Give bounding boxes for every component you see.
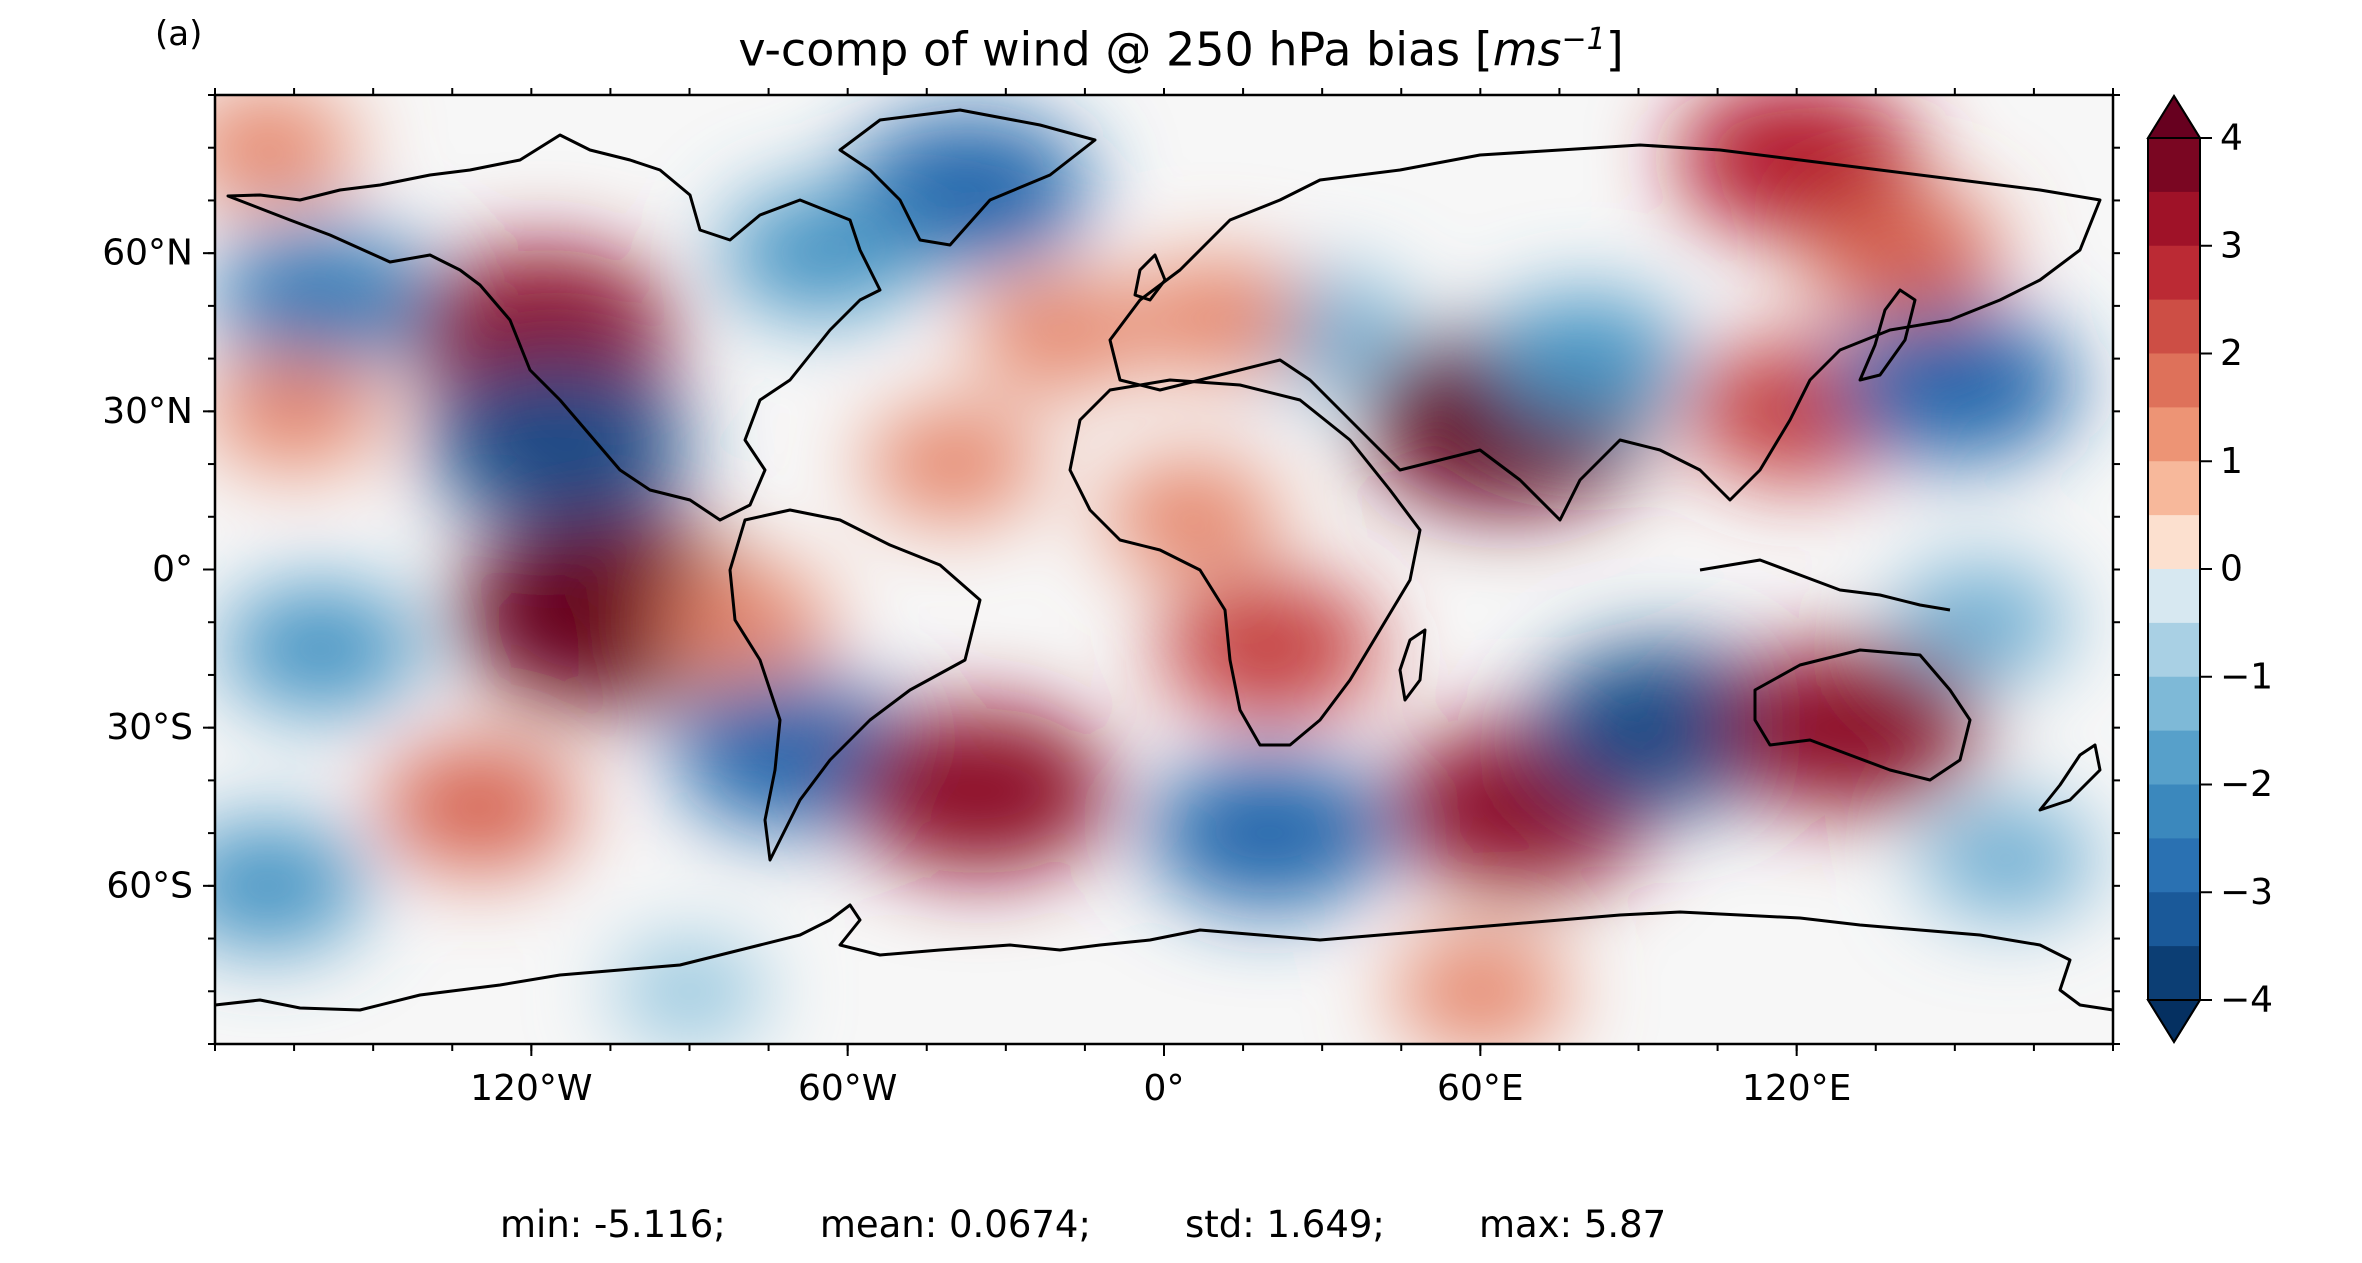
colorbar-tick-label: 2 [2220,333,2243,374]
colorbar-bin [2148,730,2200,785]
bias-anomaly-18 [1717,644,1982,812]
title-unit-base: ms [1492,22,1562,77]
map-area [203,88,2120,1056]
colorbar-tick-label: −2 [2220,764,2273,805]
bias-anomaly-4 [215,353,383,469]
bias-anomaly-11 [970,274,1147,390]
panel-label: (a) [155,14,203,54]
bias-anomaly-20 [1833,307,2076,462]
colorbar-extend-min [2146,999,2202,1044]
bias-anomaly-8 [847,707,1112,875]
colorbar-bin [2148,569,2200,624]
colorbar-tick-label: −3 [2220,872,2273,913]
colorbar-bin [2148,138,2200,193]
coastline-maritime-continent [1699,558,1951,612]
bias-anomaly-30 [865,406,1042,522]
bias-anomaly-26 [1919,801,2096,917]
bias-anomaly-6 [379,742,578,871]
title-prefix: v-comp of wind @ 250 hPa bias [ [738,22,1493,77]
lon-tick-label: 120°W [470,1068,592,1109]
title-suffix: ] [1605,22,1624,77]
title-unit-exponent: −1 [1561,22,1606,57]
colorbar-bin [2148,353,2200,408]
bias-anomaly-25 [1893,564,2070,680]
colorbar-tick-label: 0 [2220,549,2243,590]
lon-tick-label: 120°E [1742,1068,1851,1109]
colorbar-bin [2148,191,2200,247]
bias-anomaly-17 [1532,644,1797,812]
coastline-british-isles [1133,253,1167,302]
bias-anomaly-10 [722,189,921,318]
lon-tick-label: 0° [1144,1068,1185,1109]
bias-statistics: min: -5.116; mean: 0.0674; std: 1.649; m… [500,1203,1667,1246]
bias-anomaly-1 [425,359,690,527]
coastlines [215,108,2113,1012]
bias-anomaly-12 [1148,756,1391,911]
colorbar-ticks: 4 3 2 1 0 −1 −2 −3 −4 [2200,118,2273,1021]
bias-anomaly-5 [221,584,420,713]
bias-anomaly-28 [612,940,767,1043]
colorbar-bin [2148,838,2200,893]
bias-anomaly-29 [215,821,367,950]
bias-anomaly-32 [215,95,356,206]
coastline-greenland [838,108,1097,247]
bias-anomaly-14 [1159,578,1380,720]
bias-field [215,95,2096,1044]
colorbar-bin [2148,892,2200,947]
colorbar-bin [2148,676,2200,732]
bias-anomaly-31 [1803,189,2002,318]
colorbar-bin [2148,515,2200,570]
coastline-antarctica [215,903,2113,1012]
coastline-japan [1858,288,1917,382]
bias-anomaly-3 [215,224,431,366]
coastline-madagascar [1398,628,1427,702]
coastline-australia [1753,648,1972,782]
coastline-africa [1068,378,1422,747]
colorbar-tick-label: −4 [2220,980,2273,1021]
colorbar-extend-max [2146,94,2202,139]
colorbar: 4 3 2 1 0 −1 −2 −3 −4 [2146,94,2273,1044]
lat-tick-label: 30°S [106,707,193,748]
axis-ticks [203,88,2120,1056]
colorbar-bins [2148,138,2200,1001]
bias-anomaly-22 [1486,294,1685,423]
bias-anomaly-27 [1392,933,1569,1044]
colorbar-bin [2148,461,2200,516]
lon-tick-label: 60°E [1437,1068,1524,1109]
lat-tick-label: 60°N [102,233,193,274]
colorbar-bin [2148,784,2200,839]
colorbar-bin [2148,622,2200,678]
map-title: v-comp of wind @ 250 hPa bias [ms−1] [0,22,2362,76]
lat-tick-label: 0° [152,549,193,590]
colorbar-tick-label: −1 [2220,656,2273,697]
coastline-eurasia [1108,143,2102,522]
colorbar-tick-label: 3 [2220,225,2243,266]
lat-tick-label: 60°S [106,865,193,906]
colorbar-bin [2148,245,2200,301]
coastline-north-america [226,133,882,522]
lon-tick-label: 60°W [798,1068,897,1109]
colorbar-tick-label: 4 [2220,118,2243,159]
bias-anomaly-13 [1102,459,1279,575]
colorbar-bin [2148,946,2200,1001]
colorbar-bin [2148,299,2200,354]
colorbar-tick-label: 1 [2220,441,2243,482]
bias-anomaly-33 [654,564,831,680]
colorbar-bin [2148,407,2200,462]
coastline-new-zealand [2038,743,2102,812]
lat-tick-label: 30°N [102,391,193,432]
bias-anomaly-24 [1128,258,1305,374]
coastline-south-america [728,508,982,862]
